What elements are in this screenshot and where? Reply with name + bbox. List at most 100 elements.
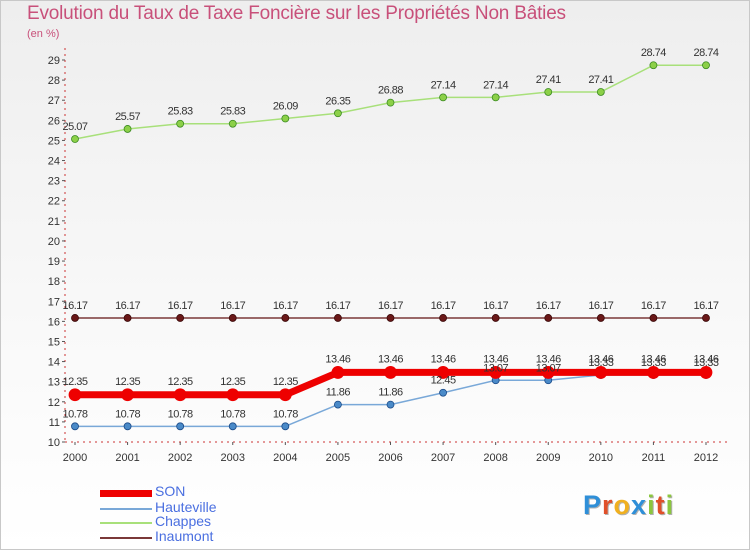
data-label-chappes: 28.74	[641, 47, 666, 59]
data-label-son: 12.35	[273, 376, 298, 388]
x-tick-label: 2010	[589, 452, 613, 464]
data-label-hauteville: 10.78	[115, 408, 140, 420]
point-son	[173, 388, 187, 402]
x-tick-label: 2003	[221, 452, 245, 464]
data-label-hauteville: 11.86	[326, 387, 351, 399]
point-hauteville	[439, 388, 447, 397]
y-tick-label: 11	[49, 417, 60, 429]
y-tick-label: 24	[48, 156, 60, 168]
data-label-inaumont: 16.17	[431, 300, 456, 312]
data-label-hauteville: 13.07	[483, 362, 508, 374]
logo-letter: i	[647, 490, 656, 520]
data-label-chappes: 27.41	[536, 74, 561, 86]
point-son	[384, 366, 397, 379]
data-label-son: 13.46	[378, 353, 403, 365]
x-tick-label: 2000	[63, 452, 87, 464]
point-son	[647, 366, 660, 379]
point-inaumont	[702, 314, 710, 322]
data-label-inaumont: 16.17	[588, 300, 613, 312]
data-label-chappes: 26.35	[325, 95, 350, 107]
data-label-chappes: 26.88	[378, 85, 403, 97]
y-tick-label: 12	[48, 397, 60, 409]
data-label-son: 13.46	[641, 353, 666, 365]
data-label-son: 12.35	[168, 376, 193, 388]
point-chappes	[491, 93, 500, 102]
point-chappes	[176, 119, 185, 128]
point-hauteville	[228, 422, 237, 431]
y-tick-label: 28	[48, 75, 60, 87]
data-label-inaumont: 16.17	[325, 300, 350, 312]
legend-swatch-chappes	[100, 522, 152, 524]
data-label-chappes: 25.83	[168, 106, 193, 118]
x-tick-label: 2011	[642, 452, 666, 464]
point-son	[278, 388, 292, 402]
y-tick-label: 22	[48, 196, 60, 208]
point-inaumont	[544, 314, 553, 322]
y-tick-label: 23	[48, 176, 60, 188]
point-inaumont	[281, 314, 290, 322]
point-inaumont	[123, 314, 132, 322]
data-label-chappes: 26.09	[273, 101, 298, 113]
proxiti-logo: Proxiti	[583, 490, 674, 521]
legend-swatch-inaumont	[100, 537, 152, 539]
point-inaumont	[176, 314, 185, 322]
point-son	[331, 366, 345, 379]
data-label-inaumont: 16.17	[483, 300, 508, 312]
point-chappes	[596, 88, 605, 96]
x-tick-label: 2007	[431, 452, 455, 464]
point-chappes	[123, 125, 132, 133]
data-label-son: 12.35	[62, 376, 87, 388]
point-inaumont	[386, 314, 395, 322]
x-tick-label: 2005	[326, 452, 350, 464]
data-label-hauteville: 10.78	[273, 408, 298, 420]
point-hauteville	[71, 422, 79, 431]
legend-label-chappes: Chappes	[155, 513, 212, 529]
point-chappes	[702, 61, 710, 70]
data-label-chappes: 28.74	[693, 47, 718, 59]
legend-label-inaumont: Inaumont	[155, 528, 214, 544]
logo-letter: r	[602, 490, 614, 520]
y-tick-label: 19	[48, 256, 60, 268]
x-tick-label: 2002	[168, 452, 192, 464]
point-son	[541, 366, 555, 379]
point-chappes	[228, 119, 237, 128]
data-label-hauteville: 10.78	[220, 408, 245, 420]
y-tick-label: 15	[48, 336, 60, 348]
y-tick-label: 27	[48, 95, 60, 107]
logo-letter: i	[665, 490, 675, 520]
point-chappes	[281, 114, 290, 123]
legend-swatch-hauteville	[100, 508, 152, 510]
y-tick-label: 18	[48, 276, 60, 288]
y-tick-label: 14	[48, 357, 60, 369]
y-tick-label: 13	[48, 377, 60, 389]
point-hauteville	[386, 400, 395, 409]
data-label-inaumont: 16.17	[168, 300, 193, 312]
data-label-hauteville: 10.78	[62, 408, 87, 420]
data-label-chappes: 27.41	[588, 74, 613, 86]
y-tick-label: 26	[48, 115, 60, 127]
legend-label-son: SON	[155, 483, 186, 499]
data-label-chappes: 27.14	[483, 79, 508, 91]
data-label-chappes: 27.14	[431, 79, 456, 91]
point-chappes	[439, 93, 447, 102]
data-label-chappes: 25.83	[220, 106, 245, 118]
data-label-son: 13.46	[483, 353, 508, 365]
data-label-hauteville: 13.33	[693, 357, 718, 369]
point-inaumont	[439, 314, 447, 322]
data-label-son: 12.35	[220, 376, 245, 388]
legend-label-hauteville: Hauteville	[155, 499, 217, 515]
x-tick-label: 2006	[378, 452, 402, 464]
data-label-hauteville: 10.78	[168, 408, 193, 420]
point-chappes	[544, 88, 553, 96]
data-label-inaumont: 16.17	[273, 300, 298, 312]
unit-label: (en %)	[27, 28, 60, 40]
x-tick-label: 2008	[483, 452, 507, 464]
logo-letter: x	[631, 490, 648, 520]
data-label-inaumont: 16.17	[220, 300, 245, 312]
point-chappes	[334, 109, 342, 118]
data-label-chappes: 25.07	[62, 121, 87, 133]
data-label-inaumont: 16.17	[536, 300, 561, 312]
point-inaumont	[71, 314, 79, 322]
